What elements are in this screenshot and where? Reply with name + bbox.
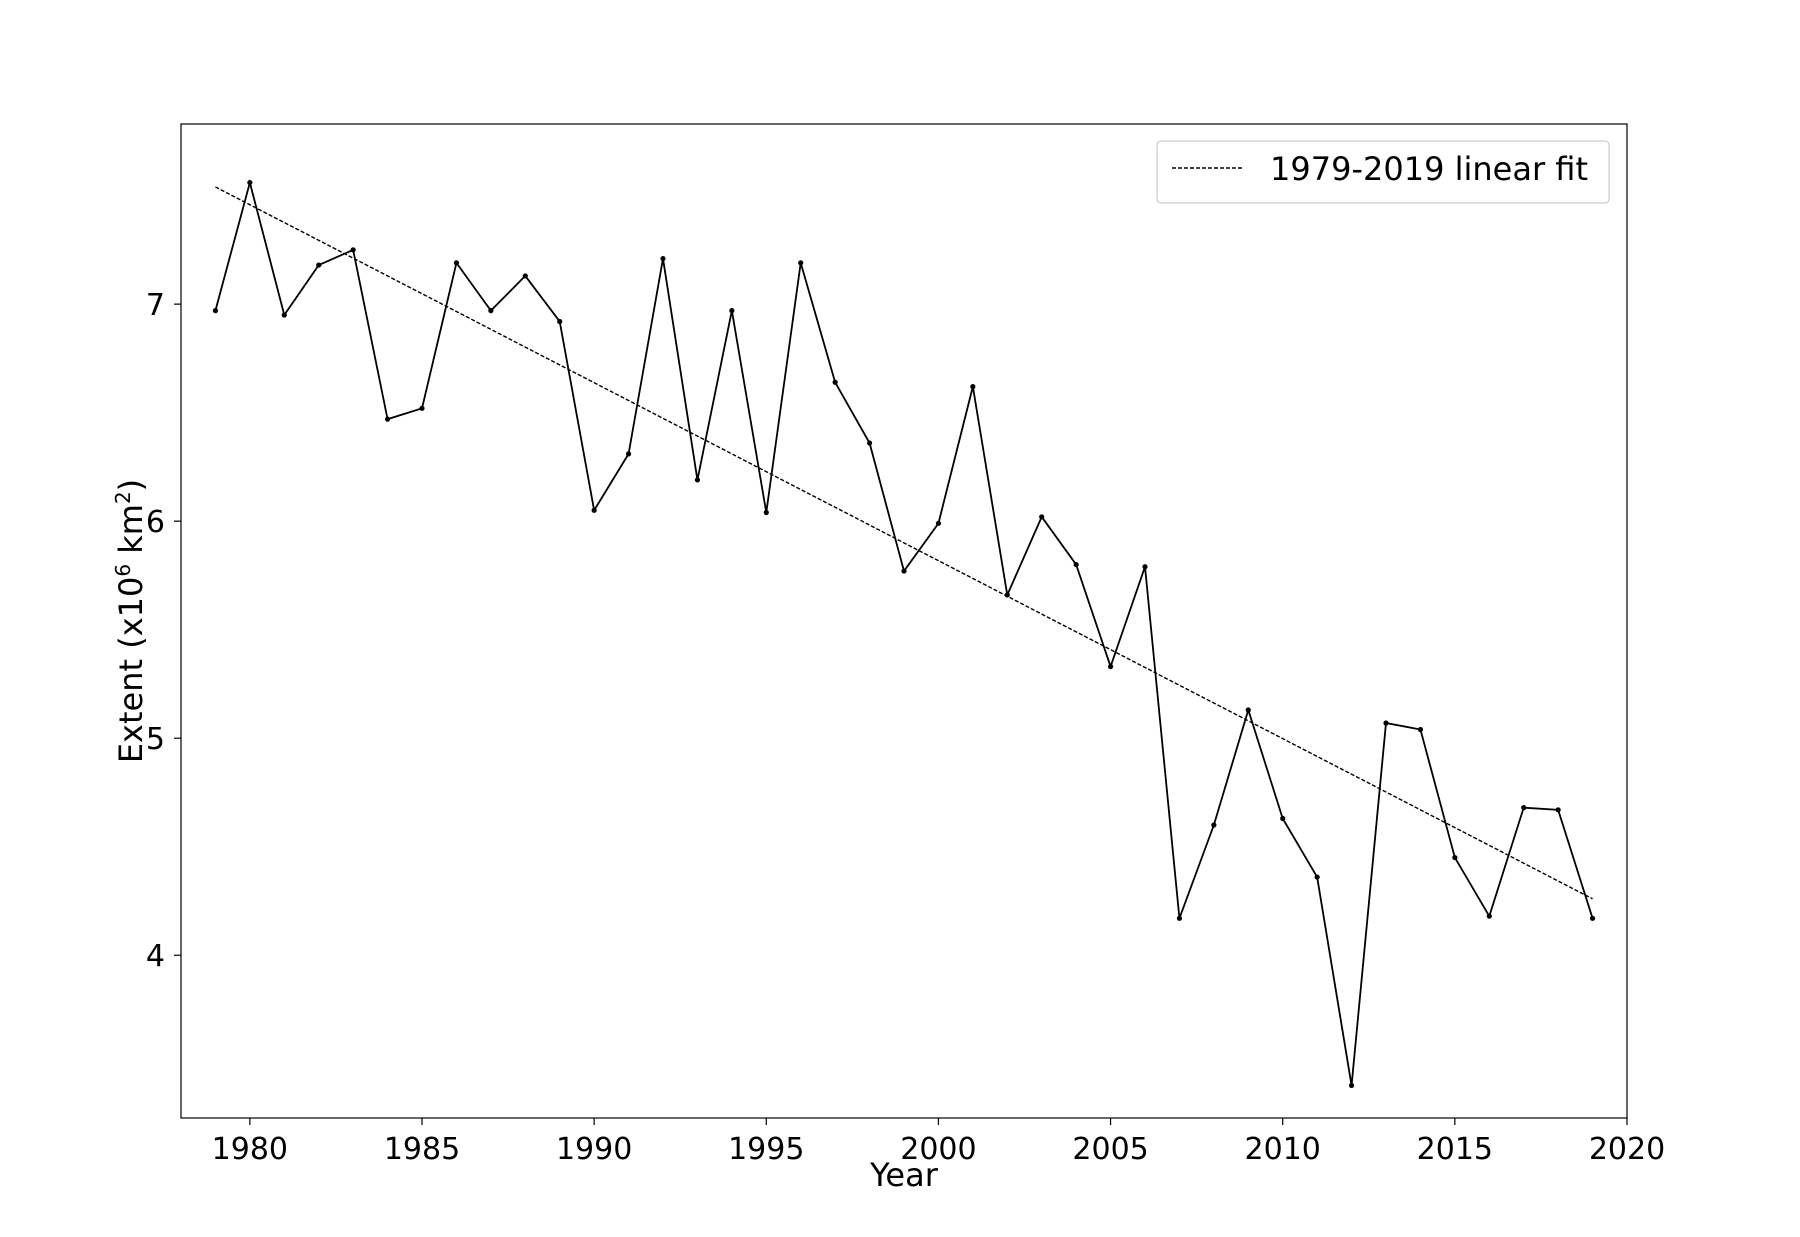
data-point: [1142, 564, 1148, 570]
data-point: [798, 260, 804, 266]
data-point: [625, 451, 632, 457]
data-point: [1245, 707, 1251, 713]
x-tick-label: 2005: [1072, 1132, 1148, 1167]
data-point: [316, 262, 322, 268]
y-axis-label: Extent (x106 km2): [111, 479, 150, 763]
data-point: [832, 379, 838, 385]
data-point: [763, 509, 769, 516]
data-point: [901, 568, 907, 574]
data-point: [1073, 561, 1079, 568]
y-axis-label-close: ): [112, 479, 150, 491]
y-tick-label: 4: [146, 939, 165, 974]
plot-area: [180, 123, 1628, 1119]
y-axis-label-unit: km: [112, 504, 150, 564]
x-tick-label: 2010: [1245, 1132, 1321, 1167]
data-point: [1176, 915, 1183, 921]
data-point: [1107, 663, 1114, 670]
x-tick-label: 2020: [1589, 1132, 1665, 1167]
x-tick-label: 1990: [556, 1132, 632, 1167]
data-point: [970, 384, 976, 390]
data-point: [1521, 805, 1527, 811]
legend: 1979-2019 linear fit: [1156, 140, 1610, 204]
data-point: [1383, 720, 1389, 726]
x-tick-label: 1980: [212, 1132, 288, 1167]
y-tick-label: 7: [146, 288, 165, 323]
y-tick-label: 6: [146, 505, 165, 540]
y-axis-label-exponent-1: 6: [111, 564, 135, 577]
x-tick-label: 1995: [728, 1132, 804, 1167]
y-axis-label-text: Extent (x10: [112, 577, 150, 764]
series-layer: [212, 179, 1596, 1089]
data-point: [522, 273, 528, 279]
data-point: [866, 440, 873, 446]
data-point: [660, 255, 666, 262]
data-point: [935, 520, 942, 526]
x-tick-label: 2000: [900, 1132, 976, 1167]
data-point: [247, 179, 253, 186]
x-tick-label: 2015: [1417, 1132, 1493, 1167]
x-axis: 1980 1985 1990 1995 2000 2005 2010 2015 2020: [212, 1118, 1665, 1167]
data-point: [1280, 815, 1286, 822]
data-point: [1589, 915, 1596, 921]
data-point: [1039, 514, 1045, 520]
data-point: [591, 507, 597, 513]
data-point: [419, 405, 425, 411]
x-tick-label: 1985: [384, 1132, 460, 1167]
data-point: [1348, 1082, 1355, 1089]
data-point: [384, 416, 391, 422]
data-point: [1211, 822, 1217, 828]
data-point: [694, 477, 701, 483]
data-point: [1417, 726, 1424, 733]
data-point: [1555, 807, 1561, 813]
data-point: [1314, 874, 1320, 880]
legend-label: 1979-2019 linear fit: [1270, 150, 1588, 188]
x-axis-label: Year: [869, 1156, 939, 1194]
data-point: [350, 247, 356, 253]
data-point: [1452, 854, 1458, 861]
data-point: [729, 308, 735, 314]
data-point: [281, 312, 287, 318]
y-axis: 4 5 6 7: [146, 288, 181, 974]
data-point: [1486, 913, 1492, 919]
y-axis-label-exponent-2: 2: [111, 491, 135, 504]
linear-fit-line: [215, 186, 1593, 900]
data-point: [557, 318, 563, 325]
y-tick-label: 5: [146, 722, 165, 757]
data-point: [488, 308, 494, 314]
data-point: [453, 260, 460, 266]
data-point: [212, 308, 219, 314]
legend-box: [1156, 140, 1610, 204]
